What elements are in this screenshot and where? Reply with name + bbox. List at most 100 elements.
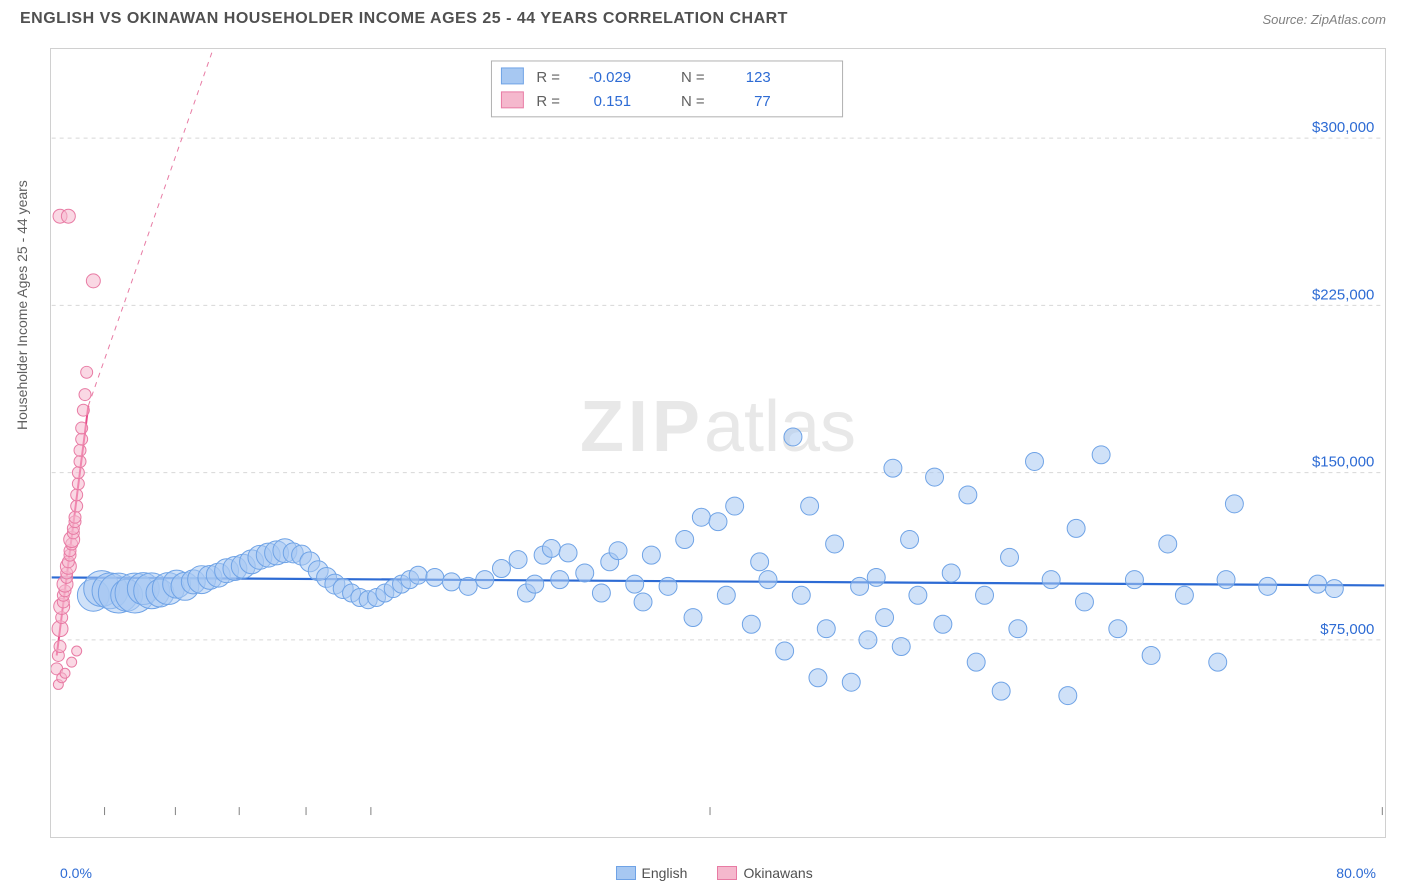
data-point — [826, 535, 844, 553]
data-point — [61, 209, 75, 223]
svg-text:R =: R = — [536, 93, 560, 110]
data-point — [1142, 646, 1160, 664]
data-point — [409, 566, 427, 584]
data-point — [684, 609, 702, 627]
data-point — [867, 568, 885, 586]
data-point — [1217, 571, 1235, 589]
data-point — [1325, 580, 1343, 598]
data-point — [926, 468, 944, 486]
data-point — [1209, 653, 1227, 671]
data-point — [551, 571, 569, 589]
data-point — [759, 571, 777, 589]
data-point — [892, 638, 910, 656]
data-point — [442, 573, 460, 591]
data-point — [1109, 620, 1127, 638]
data-point — [976, 586, 994, 604]
data-point — [842, 673, 860, 691]
data-point — [72, 478, 84, 490]
data-point — [659, 577, 677, 595]
data-point — [992, 682, 1010, 700]
svg-text:123: 123 — [746, 69, 771, 86]
data-point — [784, 428, 802, 446]
data-point — [74, 444, 86, 456]
svg-text:N =: N = — [681, 93, 705, 110]
data-point — [876, 609, 894, 627]
data-point — [86, 274, 100, 288]
chart-container: ZIPatlas $75,000$150,000$225,000$300,000… — [50, 48, 1386, 838]
source-value: ZipAtlas.com — [1311, 12, 1386, 27]
data-point — [942, 564, 960, 582]
scatter-plot: $75,000$150,000$225,000$300,000R =-0.029… — [51, 49, 1385, 837]
data-point — [742, 615, 760, 633]
data-point — [1026, 453, 1044, 471]
data-point — [559, 544, 577, 562]
data-point — [74, 455, 86, 467]
data-point — [72, 467, 84, 479]
data-point — [792, 586, 810, 604]
data-point — [726, 497, 744, 515]
data-point — [71, 489, 83, 501]
data-point — [54, 641, 66, 653]
data-point — [859, 631, 877, 649]
data-point — [71, 500, 83, 512]
data-point — [884, 459, 902, 477]
source-attribution: Source: ZipAtlas.com — [1262, 12, 1386, 27]
data-point — [959, 486, 977, 504]
data-point — [426, 568, 444, 586]
data-point — [1009, 620, 1027, 638]
y-tick-label: $150,000 — [1312, 454, 1374, 471]
data-point — [459, 577, 477, 595]
data-point — [909, 586, 927, 604]
data-point — [817, 620, 835, 638]
data-point — [901, 531, 919, 549]
chart-title: ENGLISH VS OKINAWAN HOUSEHOLDER INCOME A… — [20, 10, 788, 28]
data-point — [1059, 687, 1077, 705]
data-point — [676, 531, 694, 549]
data-point — [79, 389, 91, 401]
data-point — [476, 571, 494, 589]
legend-swatch — [717, 866, 737, 880]
data-point — [542, 539, 560, 557]
data-point — [609, 542, 627, 560]
data-point — [1092, 446, 1110, 464]
data-point — [967, 653, 985, 671]
data-point — [60, 668, 70, 678]
data-point — [1125, 571, 1143, 589]
data-point — [642, 546, 660, 564]
data-point — [1225, 495, 1243, 513]
data-point — [576, 564, 594, 582]
data-point — [69, 511, 81, 523]
data-point — [76, 433, 88, 445]
data-point — [717, 586, 735, 604]
data-point — [1067, 519, 1085, 537]
chart-header: ENGLISH VS OKINAWAN HOUSEHOLDER INCOME A… — [0, 0, 1406, 33]
svg-text:N =: N = — [681, 69, 705, 86]
legend-label: Okinawans — [743, 865, 812, 881]
legend-item: English — [616, 865, 688, 881]
y-tick-label: $300,000 — [1312, 119, 1374, 136]
data-point — [1175, 586, 1193, 604]
data-point — [509, 551, 527, 569]
data-point — [1075, 593, 1093, 611]
data-point — [526, 575, 544, 593]
y-tick-label: $75,000 — [1320, 621, 1374, 638]
data-point — [751, 553, 769, 571]
data-point — [1309, 575, 1327, 593]
correlation-legend: R =-0.029N =123R =0.151N =77 — [491, 61, 842, 117]
bottom-legend-bar: 0.0% EnglishOkinawans 80.0% — [50, 860, 1386, 886]
legend-label: English — [642, 865, 688, 881]
x-axis-max-label: 80.0% — [1336, 865, 1376, 881]
data-point — [592, 584, 610, 602]
data-point — [809, 669, 827, 687]
legend-item: Okinawans — [717, 865, 812, 881]
data-point — [76, 422, 88, 434]
data-point — [1259, 577, 1277, 595]
data-point — [851, 577, 869, 595]
data-point — [81, 366, 93, 378]
svg-text:0.151: 0.151 — [594, 93, 631, 110]
data-point — [67, 657, 77, 667]
legend-swatch — [616, 866, 636, 880]
svg-text:77: 77 — [754, 93, 771, 110]
svg-text:R =: R = — [536, 69, 560, 86]
data-point — [1042, 571, 1060, 589]
